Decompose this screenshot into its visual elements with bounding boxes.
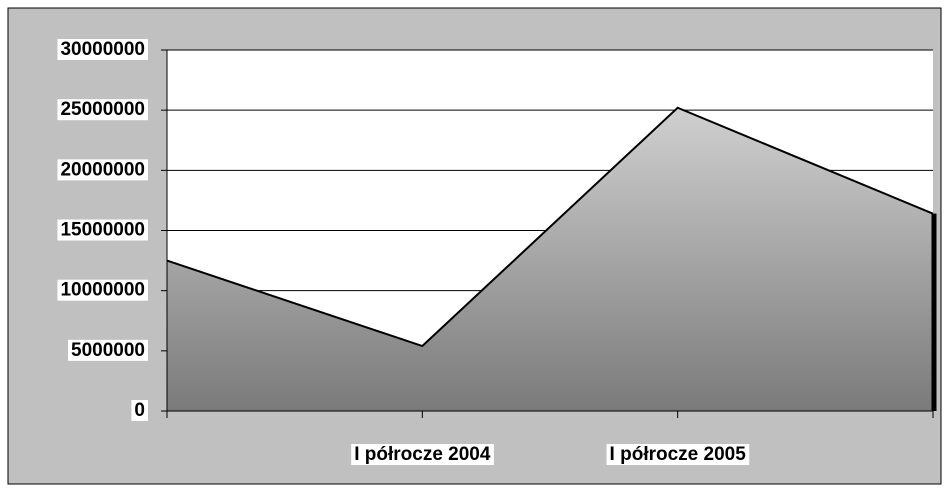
- y-tick-label-bg: [57, 219, 148, 241]
- y-tick-label-bg: [57, 99, 148, 121]
- y-tick-label: 30000000: [60, 39, 145, 60]
- area: [166, 106, 934, 348]
- y-tick-label-bg: [57, 279, 148, 301]
- y-tick-label: 5000000: [71, 340, 145, 361]
- x-tick-label: I półrocze 2005: [610, 444, 747, 465]
- y-tick-label-bg: [57, 39, 148, 61]
- x-tick-label-bg: [606, 444, 750, 466]
- x-tick-label-bg: [351, 444, 494, 466]
- y-tick-label: 10000000: [60, 280, 145, 301]
- y-tick-label: 15000000: [60, 220, 145, 241]
- y-tick-label: 25000000: [60, 99, 145, 120]
- area-fill: [167, 107, 933, 411]
- y-tick-label-bg: [57, 159, 148, 181]
- y-tick-label: 20000000: [60, 159, 145, 180]
- y-tick-label: 0: [134, 400, 145, 421]
- x-tick-label: I półrocze 2004: [354, 444, 491, 465]
- y-tick-label-bg: [68, 339, 148, 361]
- y-tick-label-bg: [131, 400, 148, 422]
